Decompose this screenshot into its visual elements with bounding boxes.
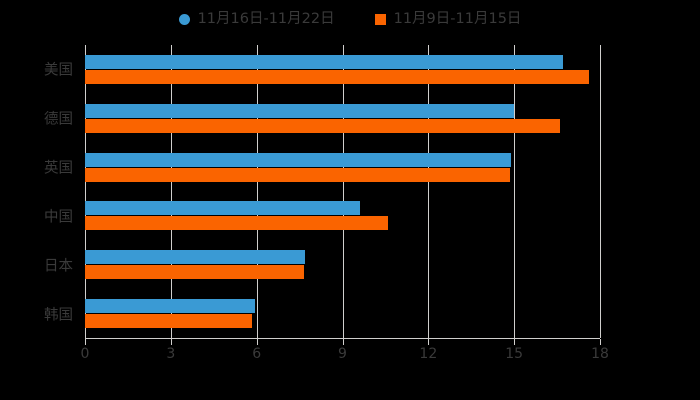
gridline — [428, 45, 430, 338]
x-axis-tick-label: 6 — [252, 346, 262, 362]
x-axis-tick-mark — [600, 339, 601, 345]
y-axis-category-label: 美国 — [44, 62, 73, 79]
x-axis-tick-mark — [342, 339, 344, 345]
gridline — [256, 45, 258, 338]
bar-日本-series-1[interactable] — [85, 265, 304, 280]
x-axis-line — [85, 338, 600, 339]
legend-marker-circle-icon — [178, 13, 190, 25]
y-axis-category-label: 中国 — [44, 209, 73, 226]
legend-item-series-1[interactable]: 11月9日-11月15日 — [374, 10, 522, 27]
x-axis-tick-mark — [85, 339, 86, 345]
bar-美国-series-1[interactable] — [85, 69, 589, 84]
bar-韩国-series-0[interactable] — [85, 299, 256, 314]
x-axis-tick-label: 0 — [80, 346, 90, 362]
x-axis-tick-label: 9 — [338, 346, 347, 362]
bar-中国-series-0[interactable] — [85, 201, 360, 216]
x-axis-tick-label: 18 — [591, 346, 609, 362]
bar-韩国-series-1[interactable] — [85, 314, 253, 329]
plot-area: 0 3 6 9 12 15 18 — [81, 45, 609, 362]
x-axis-tick-label: 3 — [166, 346, 176, 362]
y-axis-category-labels: 美国德国英国中国日本韩国 — [0, 45, 85, 338]
bar-英国-series-1[interactable] — [85, 167, 510, 182]
y-axis-category-label: 日本 — [44, 258, 73, 275]
legend-item-series-0[interactable]: 11月16日-11月22日 — [178, 10, 335, 27]
y-axis-category-label: 德国 — [44, 111, 73, 128]
x-axis-tick-label: 12 — [419, 346, 438, 362]
y-axis-category-label: 英国 — [44, 160, 73, 177]
chart-legend: 11月16日-11月22日 11月9日-11月15日 — [0, 8, 700, 30]
bar-德国-series-1[interactable] — [85, 118, 560, 133]
x-axis-tick-mark — [256, 339, 258, 345]
y-axis-line — [85, 45, 86, 338]
bar-美国-series-0[interactable] — [85, 54, 563, 69]
bar-德国-series-0[interactable] — [85, 103, 515, 118]
gridline — [514, 45, 516, 338]
bar-日本-series-0[interactable] — [85, 250, 306, 265]
gridline — [600, 45, 601, 338]
legend-marker-square-icon — [374, 13, 386, 25]
gridline — [170, 45, 172, 338]
x-axis-tick-mark — [428, 339, 430, 345]
bar-英国-series-0[interactable] — [85, 152, 512, 167]
bar-中国-series-1[interactable] — [85, 216, 389, 231]
x-axis-tick-mark — [170, 339, 172, 345]
x-axis-tick-label: 15 — [505, 346, 524, 362]
legend-label-series-1: 11月9日-11月15日 — [393, 10, 522, 27]
gridline — [342, 45, 344, 338]
x-axis-tick-mark — [514, 339, 516, 345]
y-axis-category-label: 韩国 — [44, 307, 73, 324]
legend-label-series-0: 11月16日-11月22日 — [197, 10, 335, 27]
